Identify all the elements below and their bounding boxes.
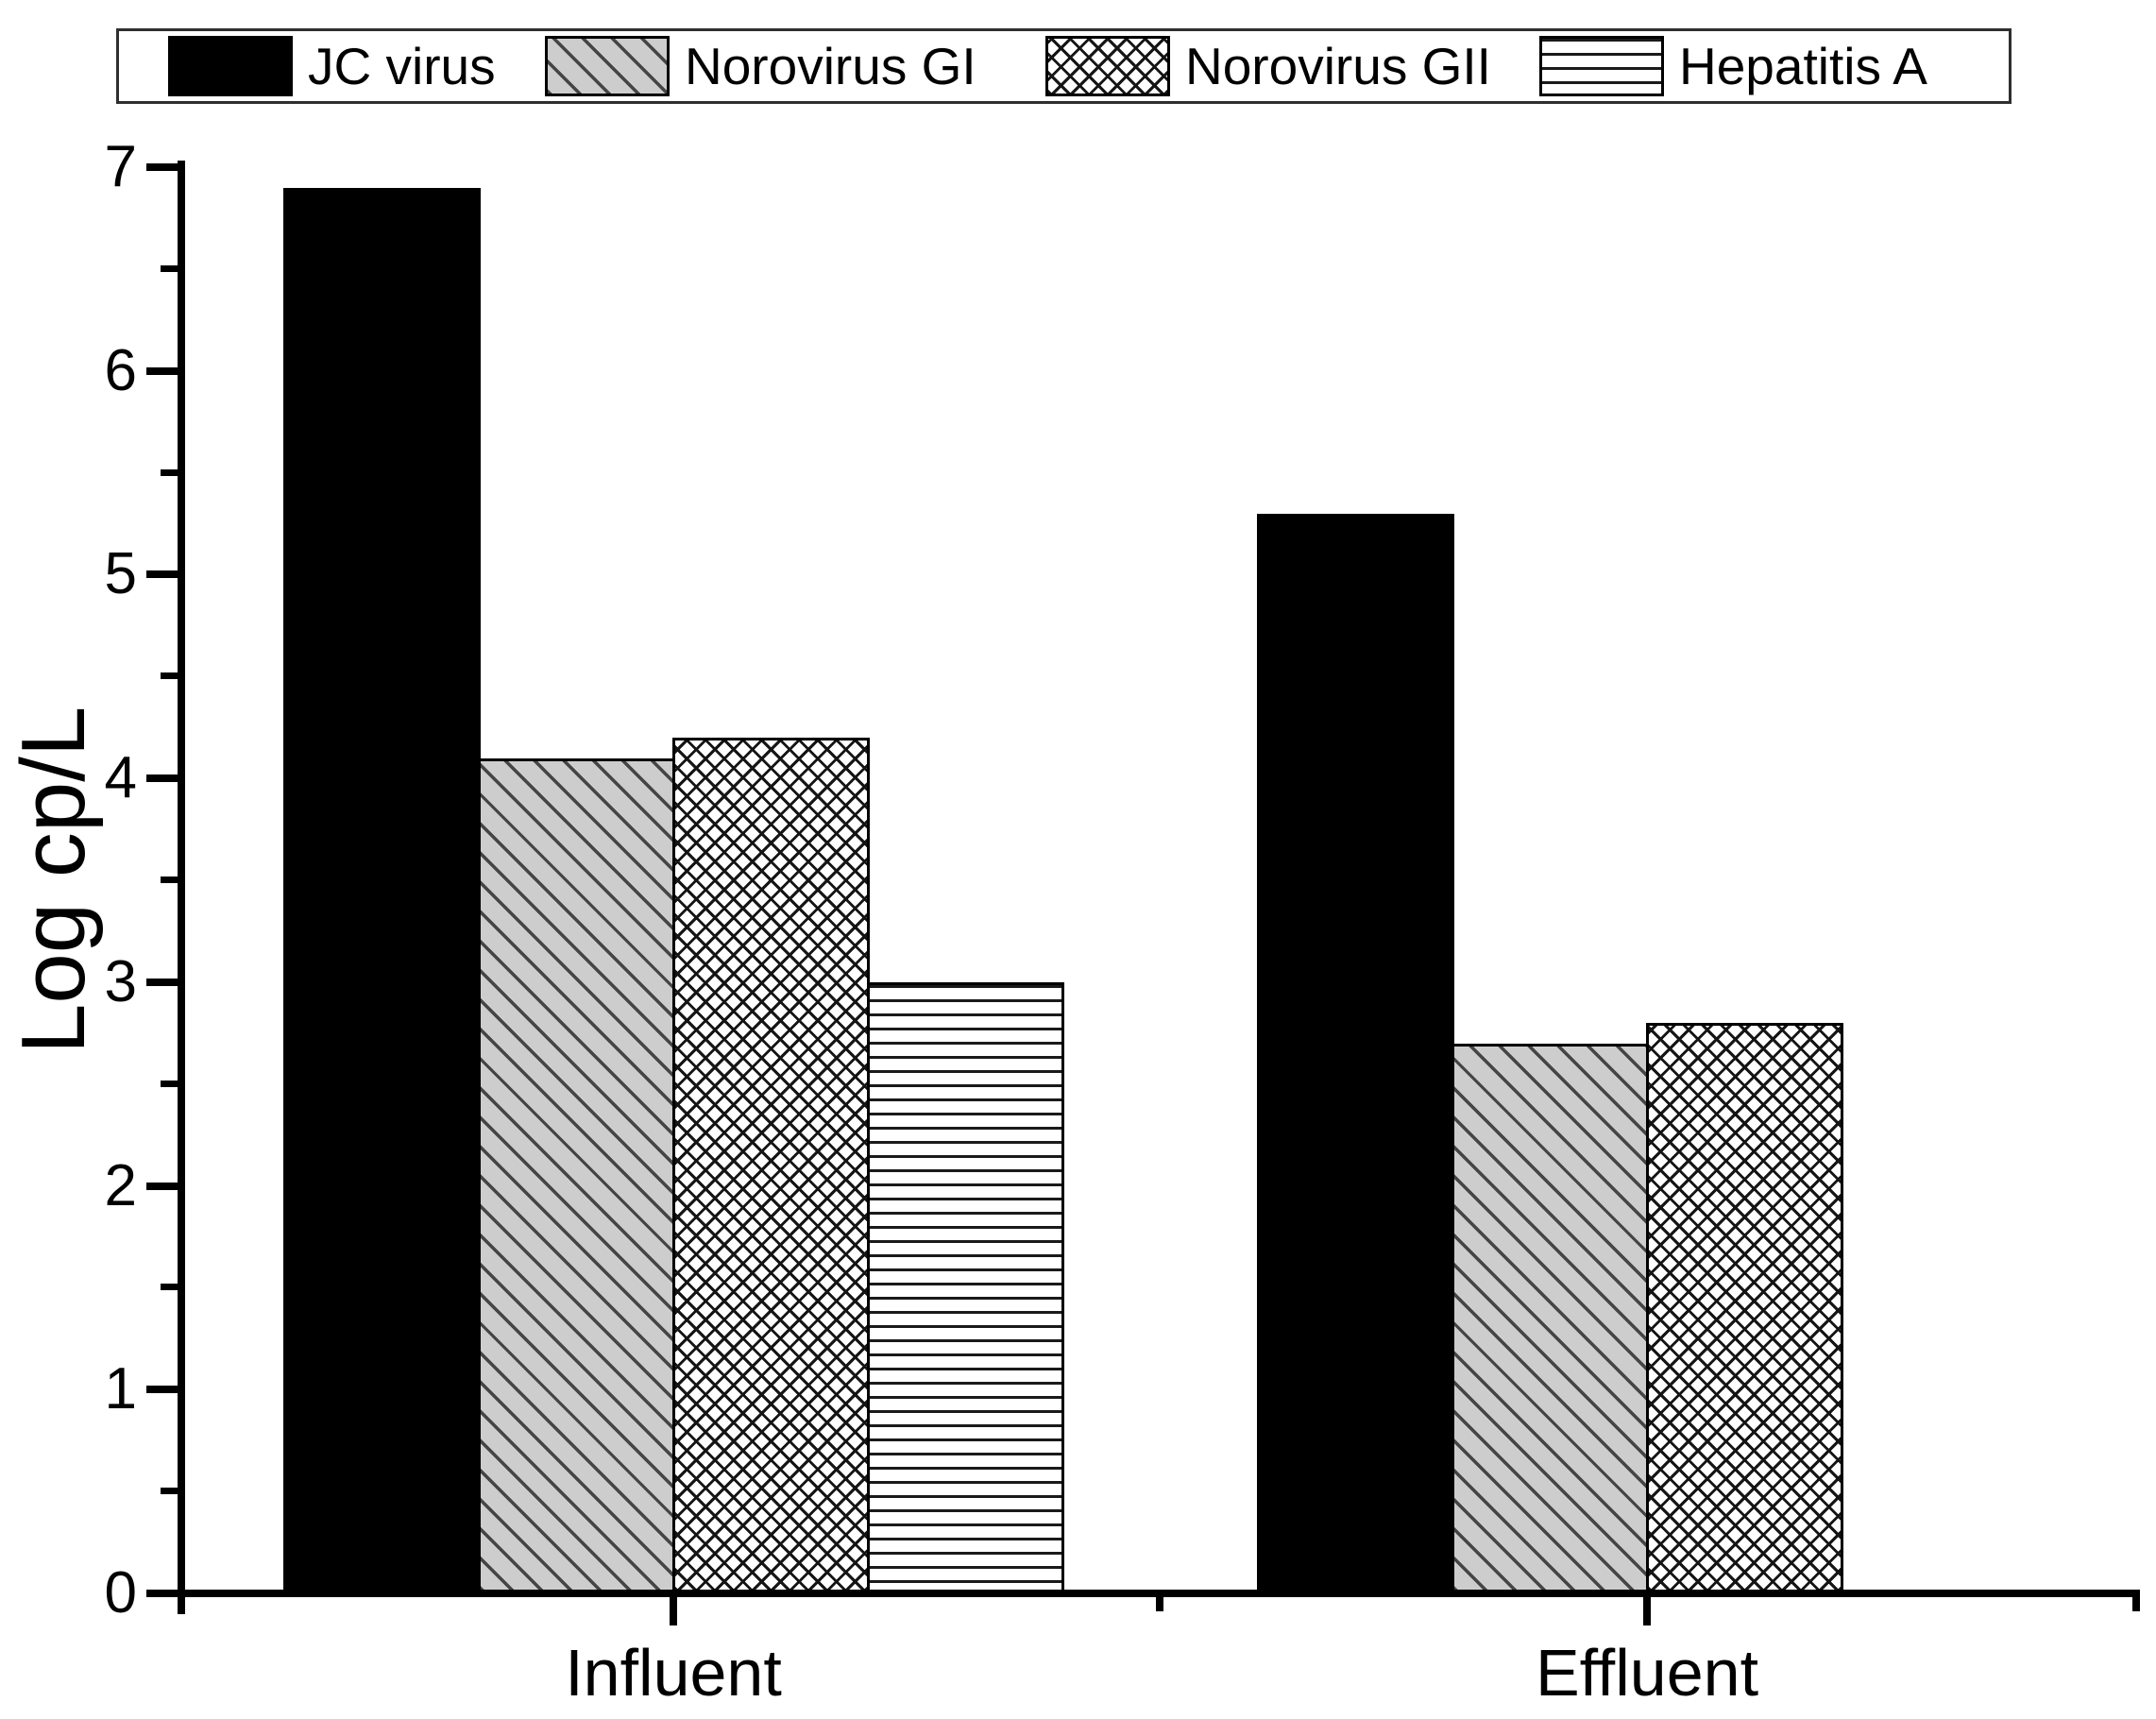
y-major-tick-3 (146, 978, 181, 986)
y-minor-tick-4.5 (161, 672, 181, 680)
legend-item-jc-virus: JC virus (168, 31, 496, 101)
legend-swatch-norovirus-gi (545, 36, 670, 96)
bar-influent-hepatitis-a (866, 981, 1064, 1593)
legend-label-norovirus-gi: Norovirus GI (685, 36, 976, 95)
y-axis-line (178, 161, 185, 1614)
bar-influent-jc-virus (282, 187, 481, 1593)
category-label-influent: Influent (565, 1636, 782, 1710)
chart-legend: JC virus Norovirus GI Norovirus GII Hepa… (116, 28, 2012, 104)
y-minor-tick-5.5 (161, 468, 181, 476)
legend-item-norovirus-gi: Norovirus GI (545, 31, 976, 101)
y-major-tick-1 (146, 1386, 181, 1394)
y-major-tick-7 (146, 163, 181, 172)
x-axis-line (178, 1590, 2140, 1597)
legend-item-hepatitis-a: Hepatitis A (1539, 31, 1927, 101)
y-tick-label-7: 7 (104, 134, 137, 200)
y-major-tick-4 (146, 774, 181, 783)
legend-swatch-jc-virus (168, 36, 293, 96)
legend-swatch-hepatitis-a (1539, 36, 1664, 96)
bar-influent-norovirus-gii (671, 738, 870, 1593)
bar-effluent-jc-virus (1256, 513, 1454, 1593)
y-tick-label-4: 4 (104, 745, 137, 811)
y-tick-label-2: 2 (104, 1152, 137, 1218)
y-tick-label-5: 5 (104, 541, 137, 607)
y-minor-tick-6.5 (161, 264, 181, 272)
category-label-effluent: Effluent (1535, 1636, 1759, 1710)
y-major-tick-0 (146, 1590, 181, 1597)
y-major-tick-6 (146, 366, 181, 375)
legend-label-hepatitis-a: Hepatitis A (1679, 36, 1927, 95)
legend-item-norovirus-gii: Norovirus GII (1045, 31, 1491, 101)
y-minor-tick-0.5 (161, 1488, 181, 1495)
legend-swatch-norovirus-gii (1045, 36, 1170, 96)
x-major-tick-influent (670, 1597, 677, 1625)
x-minor-tick-1 (2132, 1597, 2140, 1611)
legend-label-jc-virus: JC virus (308, 36, 496, 95)
bar-effluent-norovirus-gii (1645, 1023, 1843, 1593)
y-tick-label-3: 3 (104, 948, 137, 1014)
y-major-tick-5 (146, 570, 181, 579)
x-minor-tick-0 (1156, 1597, 1163, 1611)
bar-influent-norovirus-gi (477, 757, 675, 1593)
y-tick-label-0: 0 (104, 1560, 137, 1625)
y-tick-label-6: 6 (104, 337, 137, 403)
legend-label-norovirus-gii: Norovirus GII (1185, 36, 1491, 95)
y-tick-label-1: 1 (104, 1356, 137, 1422)
bar-effluent-norovirus-gi (1451, 1043, 1649, 1593)
x-major-tick-effluent (1643, 1597, 1651, 1625)
y-minor-tick-3.5 (161, 877, 181, 883)
y-major-tick-2 (146, 1182, 181, 1190)
y-minor-tick-1.5 (161, 1284, 181, 1291)
y-minor-tick-2.5 (161, 1080, 181, 1087)
